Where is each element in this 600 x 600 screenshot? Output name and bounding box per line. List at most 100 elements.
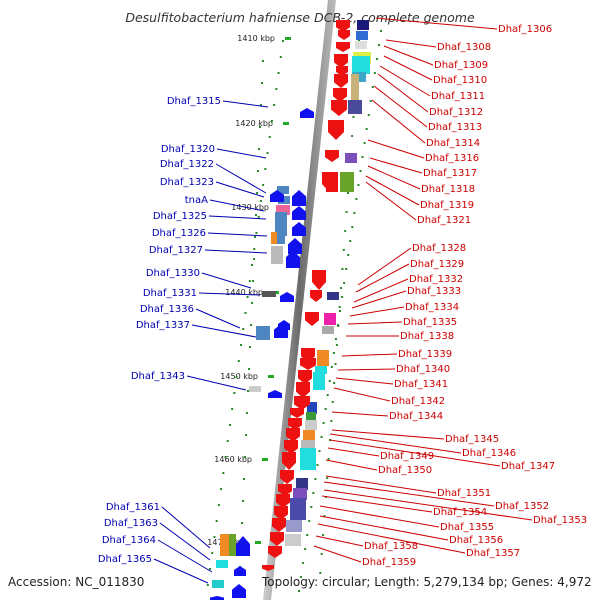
gene-label-right[interactable]: Dhaf_1335 — [403, 317, 457, 328]
forward-gene-arrow[interactable] — [288, 418, 302, 430]
gene-label-right[interactable]: Dhaf_1328 — [412, 243, 466, 254]
reverse-gene-arrow[interactable] — [292, 190, 306, 206]
gene-label-right[interactable]: Dhaf_1338 — [400, 331, 454, 342]
forward-gene-arrow[interactable] — [276, 494, 290, 508]
gene-label-right[interactable]: Dhaf_1345 — [445, 434, 499, 445]
forward-gene-arrow[interactable] — [270, 532, 284, 546]
gene-label-left[interactable]: Dhaf_1337 — [136, 320, 190, 331]
forward-gene-arrow[interactable] — [284, 440, 298, 454]
gene-label-right[interactable]: Dhaf_1314 — [426, 138, 480, 149]
reverse-gene-arrow[interactable] — [274, 324, 288, 338]
forward-gene-arrow[interactable] — [325, 150, 339, 162]
forward-gene-arrow[interactable] — [268, 546, 282, 558]
gene-label-right[interactable]: Dhaf_1347 — [501, 461, 555, 472]
forward-gene-arrow[interactable] — [331, 100, 347, 116]
gene-label-right[interactable]: Dhaf_1309 — [434, 60, 488, 71]
gene-label-right[interactable]: Dhaf_1344 — [389, 411, 443, 422]
reverse-gene-arrow[interactable] — [286, 250, 300, 268]
forward-gene-arrow[interactable] — [278, 484, 292, 496]
gene-label-right[interactable]: Dhaf_1339 — [398, 349, 452, 360]
gene-label-right[interactable]: Dhaf_1319 — [420, 200, 474, 211]
gene-label-right[interactable]: Dhaf_1334 — [405, 302, 459, 313]
gene-label-right[interactable]: Dhaf_1333 — [407, 286, 461, 297]
gene-label-right[interactable]: Dhaf_1321 — [417, 215, 471, 226]
forward-gene-arrow[interactable] — [294, 396, 310, 410]
gene-label-right[interactable]: Dhaf_1340 — [396, 364, 450, 375]
gene-label-left[interactable]: Dhaf_1361 — [106, 502, 160, 513]
gene-label-right[interactable]: Dhaf_1353 — [533, 515, 587, 526]
forward-gene-arrow[interactable] — [310, 290, 322, 302]
reverse-gene-arrow[interactable] — [210, 596, 224, 600]
gene-label-left[interactable]: Dhaf_1323 — [160, 177, 214, 188]
gene-label-right[interactable]: Dhaf_1312 — [429, 107, 483, 118]
reverse-gene-arrow[interactable] — [292, 222, 306, 236]
gene-label-right[interactable]: Dhaf_1359 — [362, 557, 416, 568]
forward-gene-arrow[interactable] — [300, 358, 316, 370]
gene-label-right[interactable]: Dhaf_1341 — [394, 379, 448, 390]
reverse-gene-arrow[interactable] — [292, 206, 306, 220]
gene-label-right[interactable]: Dhaf_1310 — [433, 75, 487, 86]
gene-label-left[interactable]: tnaA — [185, 195, 208, 206]
gene-label-right[interactable]: Dhaf_1346 — [462, 448, 516, 459]
gene-label-right[interactable]: Dhaf_1354 — [433, 507, 487, 518]
gene-label-right[interactable]: Dhaf_1358 — [364, 541, 418, 552]
forward-gene-arrow[interactable] — [262, 565, 274, 571]
gene-label-right[interactable]: Dhaf_1311 — [431, 91, 485, 102]
forward-gene-arrow[interactable] — [336, 66, 348, 76]
gene-label-right[interactable]: Dhaf_1352 — [495, 501, 549, 512]
reverse-gene-arrow[interactable] — [236, 536, 250, 556]
gene-label-left[interactable]: Dhaf_1343 — [131, 371, 185, 382]
forward-gene-arrow[interactable] — [336, 42, 350, 52]
gene-label-right[interactable]: Dhaf_1306 — [498, 24, 552, 35]
gene-label-right[interactable]: Dhaf_1349 — [380, 451, 434, 462]
reverse-gene-arrow[interactable] — [234, 566, 246, 576]
gene-label-left[interactable]: Dhaf_1336 — [140, 304, 194, 315]
forward-gene-arrow[interactable] — [328, 120, 344, 140]
gene-label-left[interactable]: Dhaf_1331 — [143, 288, 197, 299]
forward-gene-arrow[interactable] — [305, 312, 319, 326]
forward-gene-arrow[interactable] — [296, 382, 310, 398]
gene-label-left[interactable]: Dhaf_1364 — [102, 535, 156, 546]
gene-label-left[interactable]: Dhaf_1330 — [146, 268, 200, 279]
gene-label-right[interactable]: Dhaf_1357 — [466, 548, 520, 559]
forward-gene-arrow[interactable] — [286, 428, 300, 442]
gene-label-right[interactable]: Dhaf_1332 — [409, 274, 463, 285]
reverse-gene-arrow[interactable] — [268, 390, 282, 398]
gene-label-right[interactable]: Dhaf_1355 — [440, 522, 494, 533]
gene-label-right[interactable]: Dhaf_1308 — [437, 42, 491, 53]
gene-label-right[interactable]: Dhaf_1356 — [449, 535, 503, 546]
gene-label-right[interactable]: Dhaf_1342 — [391, 396, 445, 407]
forward-gene-arrow[interactable] — [282, 452, 296, 470]
gene-label-left[interactable]: Dhaf_1327 — [149, 245, 203, 256]
gene-label-left[interactable]: Dhaf_1363 — [104, 518, 158, 529]
reverse-gene-arrow[interactable] — [232, 584, 246, 598]
gene-label-right[interactable]: Dhaf_1316 — [425, 153, 479, 164]
forward-gene-arrow[interactable] — [333, 88, 347, 102]
forward-gene-arrow[interactable] — [298, 370, 312, 384]
forward-gene-arrow[interactable] — [312, 270, 326, 290]
forward-gene-arrow[interactable] — [274, 506, 288, 520]
forward-gene-arrow[interactable] — [280, 470, 294, 484]
gene-label-right[interactable]: Dhaf_1350 — [378, 465, 432, 476]
gene-label-left[interactable]: Dhaf_1322 — [160, 159, 214, 170]
gene-label-left[interactable]: Dhaf_1326 — [152, 228, 206, 239]
gene-label-right[interactable]: Dhaf_1318 — [421, 184, 475, 195]
gene-label-left[interactable]: Dhaf_1325 — [153, 211, 207, 222]
forward-gene-arrow[interactable] — [272, 518, 286, 532]
forward-gene-arrow[interactable] — [334, 54, 348, 68]
reverse-gene-arrow[interactable] — [280, 292, 294, 302]
reverse-gene-arrow[interactable] — [300, 108, 314, 118]
gene-label-right[interactable]: Dhaf_1313 — [428, 122, 482, 133]
forward-gene-arrow[interactable] — [336, 20, 350, 32]
gene-label-left[interactable]: Dhaf_1365 — [98, 554, 152, 565]
gene-label-left[interactable]: Dhaf_1315 — [167, 96, 221, 107]
forward-gene-arrow[interactable] — [322, 172, 336, 192]
forward-gene-arrow[interactable] — [338, 30, 350, 40]
gene-label-right[interactable]: Dhaf_1317 — [423, 168, 477, 179]
gene-label-right[interactable]: Dhaf_1351 — [437, 488, 491, 499]
reverse-gene-arrow[interactable] — [288, 238, 302, 254]
forward-gene-arrow[interactable] — [290, 408, 304, 418]
forward-gene-arrow[interactable] — [334, 74, 348, 88]
gene-label-right[interactable]: Dhaf_1329 — [410, 259, 464, 270]
gene-label-left[interactable]: Dhaf_1320 — [161, 144, 215, 155]
